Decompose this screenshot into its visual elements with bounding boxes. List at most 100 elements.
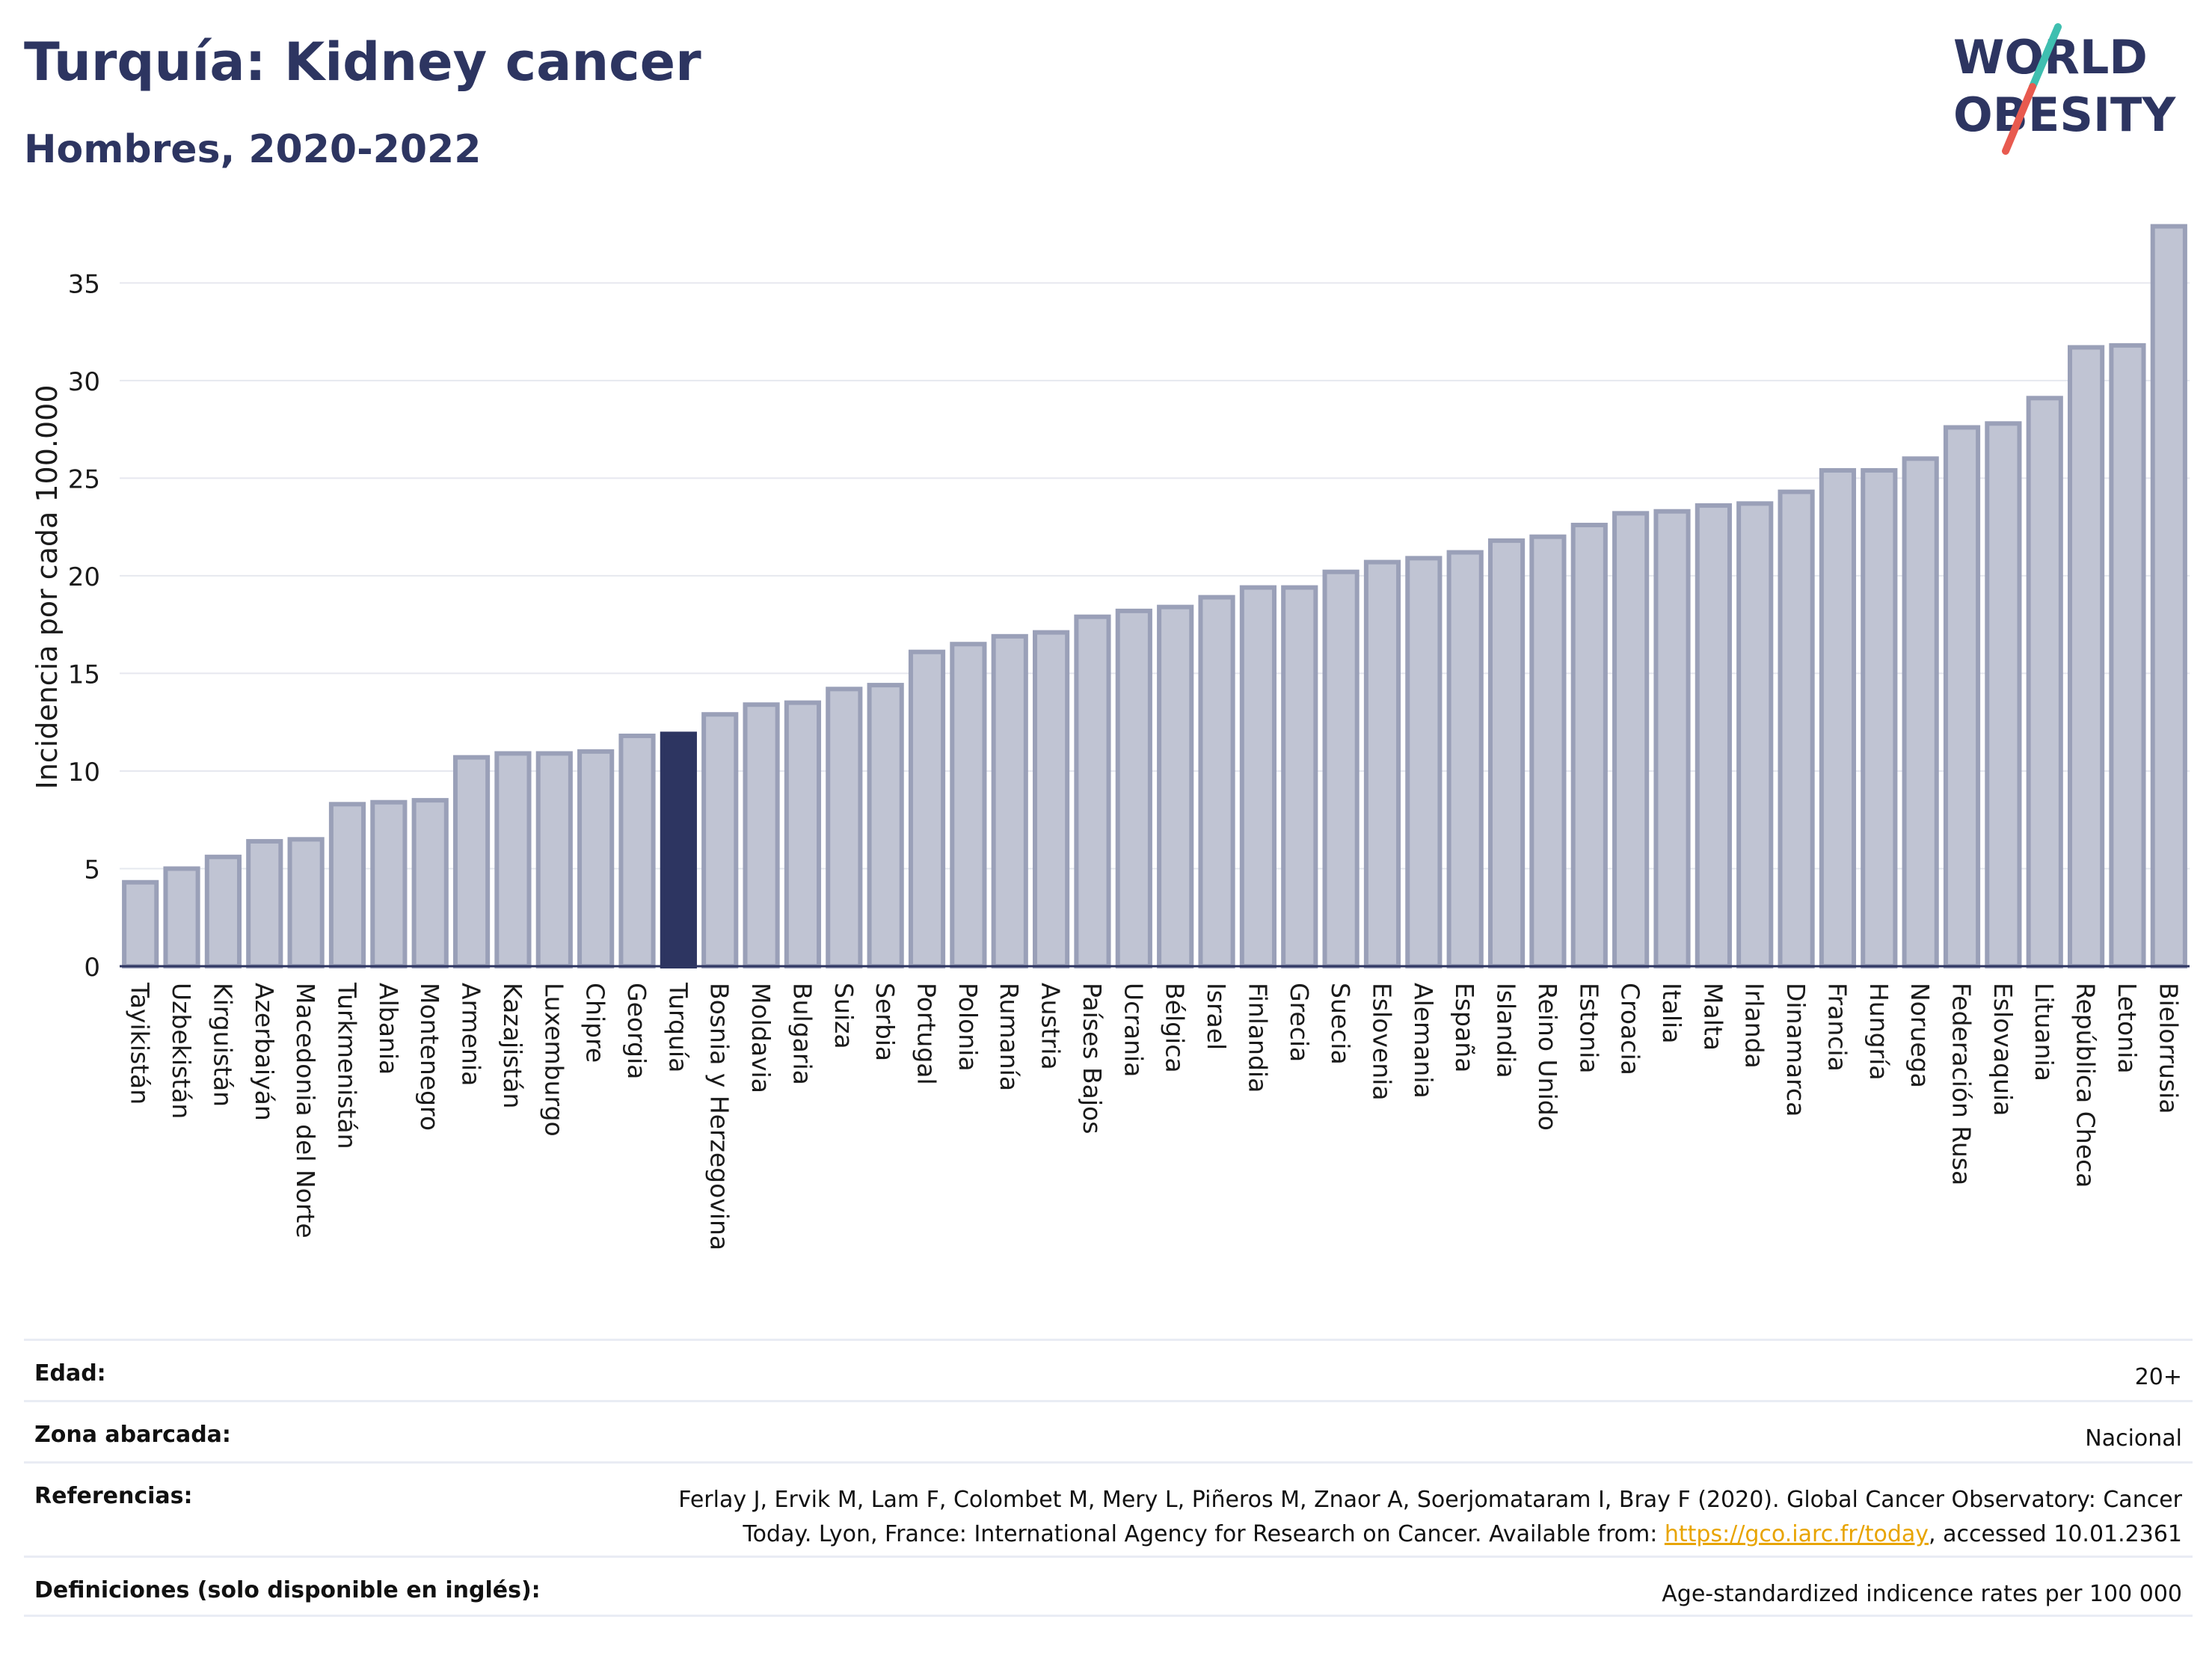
bar-16 [784,700,822,968]
bar-26 [1198,595,1235,968]
x-tick-label: Polonia [953,983,983,1072]
bar-10 [535,751,573,968]
x-tick-label: Tayikistán [126,982,155,1105]
x-tick-label: Turquía [663,982,692,1072]
logo-slash-red [2002,83,2036,155]
x-tick-label: Bosnia y Herzegovina [705,983,734,1250]
x-tick-label: Dinamarca [1781,983,1810,1117]
x-tick-label: Uzbekistán [167,983,196,1119]
bar-24 [1115,608,1152,968]
x-tick-label: Federación Rusa [1947,983,1976,1185]
bar-38 [1695,503,1732,968]
y-tick-label: 10 [68,758,100,787]
bars [122,224,2187,969]
x-tick-label: Islandia [1492,983,1521,1078]
x-tick-label: Eslovaquia [1988,983,2018,1116]
y-tick-label: 15 [68,660,100,690]
bar-18 [867,683,904,969]
x-tick-label: Georgia [622,983,651,1079]
bar-36 [1612,511,1650,968]
x-tick-label: Rumanía [995,983,1024,1091]
x-tick-label: España [1450,983,1479,1072]
bar-19 [908,649,946,968]
footer-value-references: Ferlay J, Ervik M, Lam F, Colombet M, Me… [678,1483,2182,1552]
x-tick-label: Grecia [1285,983,1314,1062]
y-tick-label: 25 [68,464,100,494]
x-tick-label: Kirguistán [208,983,237,1107]
logo-slash-teal [2029,23,2062,90]
x-tick-label: Lituania [2030,983,2059,1081]
x-tick-label: Kazajistán [498,983,527,1108]
reference-line-1: Ferlay J, Ervik M, Lam F, Colombet M, Me… [678,1487,2182,1513]
footer-label-definitions: Definiciones (solo disponible en inglés)… [34,1577,541,1603]
bar-47 [2068,345,2105,969]
bar-15 [743,702,780,968]
bar-39 [1736,501,1774,968]
x-tick-label: Bielorrusia [2154,983,2183,1114]
x-tick-label: Hungría [1864,983,1893,1081]
bar-chart: 0 5 10 15 20 25 30 35 Tayikistán Uzbekistán Kirgui… [31,224,2190,1250]
bar-0 [122,879,159,968]
footer-row-age: Edad: 20+ [24,1339,2193,1400]
bar-11 [577,749,615,968]
x-tick-label: Noruega [1905,983,1935,1088]
x-tick-label: República Checa [2071,983,2101,1188]
bar-3 [246,838,283,968]
chart-title: Turquía: Kidney cancer [24,31,701,93]
x-tick-label: Suiza [829,983,858,1049]
bar-48 [2109,343,2146,968]
x-tick-label: Ucrania [1119,983,1148,1077]
y-tick-label: 35 [68,269,100,299]
bar-28 [1281,585,1318,969]
footer-value-definitions: Age-standardized indicence rates per 100… [1662,1581,2182,1607]
bar-4 [287,837,325,968]
x-tick-label: Francia [1822,983,1852,1072]
x-tick-label: Malta [1698,983,1727,1051]
bar-30 [1363,559,1401,968]
x-tick-label: Suecia [1326,983,1355,1065]
footer-value-age: 20+ [2134,1364,2182,1390]
x-tick-label: Finlandia [1243,983,1272,1093]
x-tick-label: Macedonia del Norte [291,983,320,1238]
bar-45 [1985,421,2022,968]
x-tick-label: Portugal [912,983,941,1085]
x-tick-label: Bulgaria [787,983,817,1085]
bar-44 [1943,425,1981,968]
bar-31 [1405,556,1443,968]
bar-29 [1322,569,1360,968]
reference-link[interactable]: https://gco.iarc.fr/today [1664,1521,1929,1547]
footer-row-definitions: Definiciones (solo disponible en inglés)… [24,1556,2193,1617]
x-tick-label: Países Bajos [1078,983,1107,1134]
info-footer: Edad: 20+ Zona abarcada: Nacional Refere… [24,1339,2193,1617]
x-tick-label: Albania [374,983,403,1075]
bar-1 [163,866,200,968]
bar-49 [2150,224,2187,968]
bar-46 [2026,396,2063,968]
bar-8 [452,755,491,969]
bar-27 [1239,585,1276,969]
bar-9 [494,751,532,968]
x-tick-label: Letonia [2113,983,2142,1074]
bar-12 [618,733,656,968]
bar-37 [1653,509,1691,968]
bar-21 [991,633,1028,968]
reference-line-2-end: , accessed 10.01.2361 [1929,1521,2182,1547]
reference-line-2-start: Today. Lyon, France: International Agenc… [743,1521,1665,1547]
footer-row-references: Referencias: Ferlay J, Ervik M, Lam F, C… [24,1461,2193,1556]
x-tick-label: Turkmenistán [332,982,361,1149]
x-tick-label: Croacia [1616,983,1645,1075]
x-tick-label: Bélgica [1161,983,1190,1073]
y-tick-label: 5 [84,855,100,885]
bar-14 [701,712,739,969]
chart-subtitle: Hombres, 2020-2022 [24,127,482,172]
footer-label-age: Edad: [34,1360,106,1387]
bar-40 [1778,489,1815,968]
bar-13 [660,731,697,968]
x-tick-label: Serbia [870,983,900,1061]
footer-row-area: Zona abarcada: Nacional [24,1400,2193,1461]
bar-17 [826,687,863,968]
x-tick-label: Israel [1202,983,1231,1050]
bar-7 [411,798,449,968]
x-tick-label: Azerbaiyán [250,983,279,1121]
bar-2 [204,854,242,969]
